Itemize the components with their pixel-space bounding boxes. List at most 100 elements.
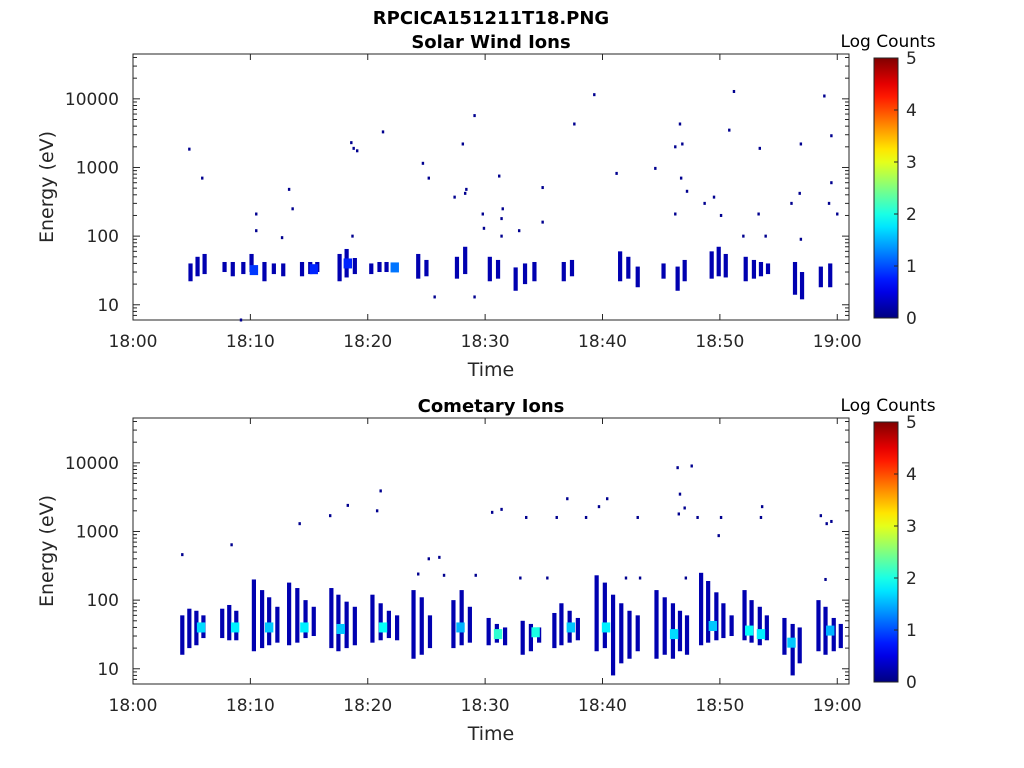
spectrogram-bright-cell — [343, 258, 352, 269]
spectrogram-bright-cell — [787, 637, 796, 648]
spectrogram-cell — [194, 610, 199, 646]
spectrogram-point — [525, 515, 528, 519]
spectrogram-cell — [532, 261, 537, 282]
colorbar — [873, 57, 899, 319]
spectrogram-cell — [378, 603, 383, 641]
spectrogram-cell — [271, 263, 276, 275]
spectrogram-bright-cell — [300, 622, 309, 633]
spectrogram-cell — [262, 261, 267, 282]
x-tick-label: 18:20 — [343, 332, 392, 352]
spectrogram-point — [519, 576, 522, 580]
spectrogram-point — [517, 229, 521, 233]
colorbar-tick-label: 0 — [906, 309, 917, 329]
spectrogram-point — [798, 191, 801, 195]
spectrogram-point — [584, 515, 588, 519]
spectrogram-cell — [838, 623, 843, 649]
colorbar-tick-label: 5 — [906, 413, 917, 433]
spectrogram-cell — [495, 259, 501, 279]
spectrogram-point — [677, 512, 681, 516]
spectrogram-point — [638, 576, 642, 580]
x-tick-label: 18:10 — [226, 696, 275, 716]
panel-title: Solar Wind Ions — [411, 32, 570, 53]
spectrogram-point — [830, 519, 833, 523]
colorbar-tick-label: 1 — [906, 621, 917, 641]
spectrogram-point — [421, 161, 425, 165]
panel-title: Cometary Ions — [418, 396, 565, 417]
spectrogram-bright-cell — [669, 629, 679, 640]
spectrogram-cell — [187, 608, 192, 649]
spectrogram-cell — [816, 600, 821, 652]
spectrogram-cell — [370, 594, 375, 643]
spectrogram-bright-cell — [309, 264, 318, 275]
spectrogram-cell — [619, 603, 624, 664]
spectrogram-cell — [706, 580, 711, 643]
spectrogram-cell — [594, 575, 599, 652]
spectrogram-cell — [797, 627, 802, 664]
y-tick-label: 10 — [97, 296, 119, 316]
spectrogram-point — [703, 201, 706, 205]
spectrogram-point — [453, 195, 456, 199]
spectrogram-bright-cell — [531, 627, 540, 638]
spectrogram-cell — [281, 263, 286, 277]
spectrogram-bright-cell — [826, 625, 835, 636]
spectrogram-cell — [559, 603, 564, 646]
spectrogram-cell — [424, 259, 429, 277]
spectrogram-cell — [267, 597, 272, 646]
spectrogram-cell — [765, 263, 771, 275]
spectrogram-cell — [220, 608, 225, 639]
spectrogram-cell — [386, 610, 391, 639]
spectrogram-cell — [575, 617, 580, 641]
spectrogram-cell — [569, 259, 575, 277]
spectrogram-cell — [757, 606, 762, 646]
spectrogram-point — [541, 186, 544, 190]
spectrogram-point — [482, 226, 486, 230]
spectrogram-cell — [561, 261, 566, 282]
spectrogram-cell — [675, 266, 680, 291]
spectrogram-bright-cell — [566, 622, 576, 633]
colorbar-tick-label: 3 — [906, 517, 917, 537]
spectrogram-point — [328, 514, 332, 518]
spectrogram-point — [685, 189, 689, 193]
y-tick-label: 1000 — [76, 522, 119, 542]
x-axis-label: Time — [467, 723, 515, 745]
spectrogram-cell — [790, 623, 795, 676]
spectrogram-point — [719, 213, 723, 217]
spectrogram-point — [742, 234, 745, 238]
x-tick-label: 18:00 — [109, 696, 158, 716]
spectrogram-bright-cell — [756, 629, 766, 640]
spectrogram-cell — [230, 261, 235, 277]
spectrogram-cell — [792, 261, 798, 295]
spectrogram-cell — [522, 263, 528, 285]
spectrogram-cell — [222, 261, 227, 273]
spectrogram-point — [239, 318, 243, 322]
spectrogram-cell — [384, 261, 389, 273]
spectrogram-bright-cell — [249, 265, 259, 276]
spectrogram-point — [381, 130, 385, 134]
spectrogram-cell — [751, 259, 757, 279]
spectrogram-point — [181, 553, 184, 557]
spectrogram-point — [352, 146, 355, 150]
spectrogram-point — [759, 515, 763, 519]
colorbar-tick-label: 3 — [906, 153, 917, 173]
colorbar-label: Log Counts — [840, 32, 935, 52]
y-tick-label: 10000 — [65, 90, 119, 110]
spectrogram-cell — [828, 263, 833, 288]
spectrogram-point — [427, 176, 430, 180]
spectrogram-cell — [329, 588, 334, 649]
x-tick-label: 18:50 — [695, 332, 744, 352]
spectrogram-point — [824, 577, 827, 581]
spectrogram-cell — [520, 620, 525, 655]
spectrogram-cell — [552, 612, 557, 649]
spectrogram-point — [500, 217, 503, 221]
spectrogram-point — [188, 147, 191, 151]
spectrogram-cell — [416, 253, 421, 279]
spectrogram-cell — [799, 272, 805, 300]
spectrogram-bright-cell — [390, 262, 399, 273]
spectrogram-point — [438, 555, 441, 559]
spectrogram-point — [355, 149, 359, 153]
spectrogram-cell — [709, 251, 714, 279]
spectrogram-point — [255, 229, 258, 233]
spectrogram-bright-cell — [745, 625, 754, 636]
spectrogram-point — [442, 573, 446, 577]
spectrogram-cell — [699, 572, 704, 646]
